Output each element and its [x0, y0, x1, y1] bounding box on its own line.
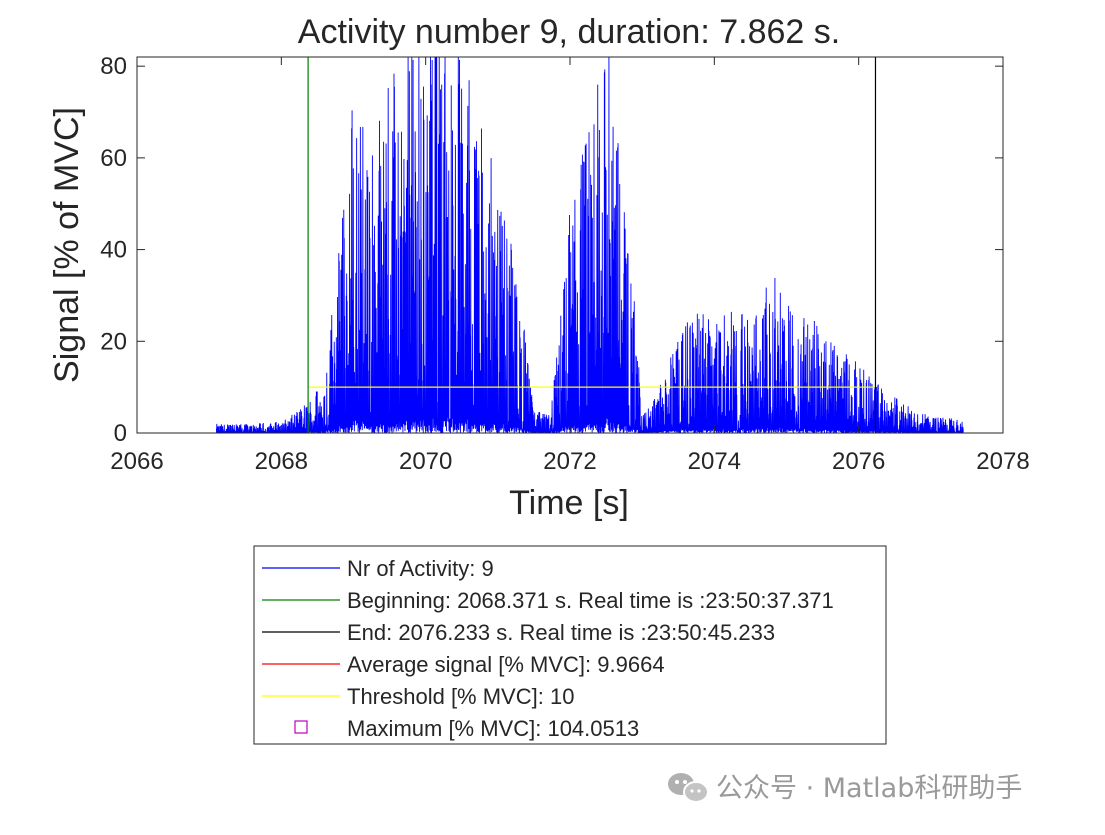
legend-item: Beginning: 2068.371 s. Real time is :23:…	[262, 588, 834, 613]
x-axis: 2066 2068 2070 2072 2074 2076 2078	[110, 57, 1030, 475]
x-axis-label: Time [s]	[509, 484, 629, 522]
chart-title: Activity number 9, duration: 7.862 s.	[298, 13, 840, 51]
watermark-text: 公众号 · Matlab科研助手	[716, 773, 1022, 804]
x-tick-label: 2072	[543, 448, 596, 475]
signal-series	[215, 57, 964, 433]
y-axis-label: Signal [% of MVC]	[48, 107, 86, 383]
legend-item: Maximum [% MVC]: 104.0513	[294, 716, 639, 741]
legend-item: End: 2076.233 s. Real time is :23:50:45.…	[262, 620, 775, 645]
wechat-icon	[668, 773, 709, 803]
y-tick-label: 80	[100, 53, 127, 80]
x-tick-label: 2068	[255, 448, 308, 475]
legend-label: End: 2076.233 s. Real time is :23:50:45.…	[347, 620, 775, 645]
legend-label: Beginning: 2068.371 s. Real time is :23:…	[347, 588, 834, 613]
legend-label: Threshold [% MVC]: 10	[347, 684, 574, 709]
x-tick-label: 2070	[399, 448, 452, 475]
y-tick-label: 60	[100, 145, 127, 172]
legend-item: Threshold [% MVC]: 10	[262, 684, 574, 709]
legend-marker	[294, 720, 308, 734]
x-tick-label: 2078	[976, 448, 1029, 475]
legend: Nr of Activity: 9 Beginning: 2068.371 s. …	[253, 545, 887, 745]
legend-label: Nr of Activity: 9	[347, 556, 494, 581]
watermark: 公众号 · Matlab科研助手	[668, 773, 1022, 804]
legend-label: Average signal [% MVC]: 9.9664	[347, 652, 665, 677]
legend-item: Average signal [% MVC]: 9.9664	[262, 652, 665, 677]
y-tick-label: 20	[100, 328, 127, 355]
legend-label: Maximum [% MVC]: 104.0513	[347, 716, 639, 741]
y-axis: 0 20 40 60 80	[100, 53, 1003, 447]
y-tick-label: 0	[114, 420, 127, 447]
legend-item: Nr of Activity: 9	[262, 556, 494, 581]
legend-box	[253, 545, 887, 745]
x-tick-label: 2076	[832, 448, 885, 475]
signal-line	[215, 57, 964, 433]
x-tick-label: 2066	[110, 448, 163, 475]
x-tick-label: 2074	[688, 448, 741, 475]
reference-lines	[307, 57, 877, 433]
y-tick-label: 40	[100, 237, 127, 264]
